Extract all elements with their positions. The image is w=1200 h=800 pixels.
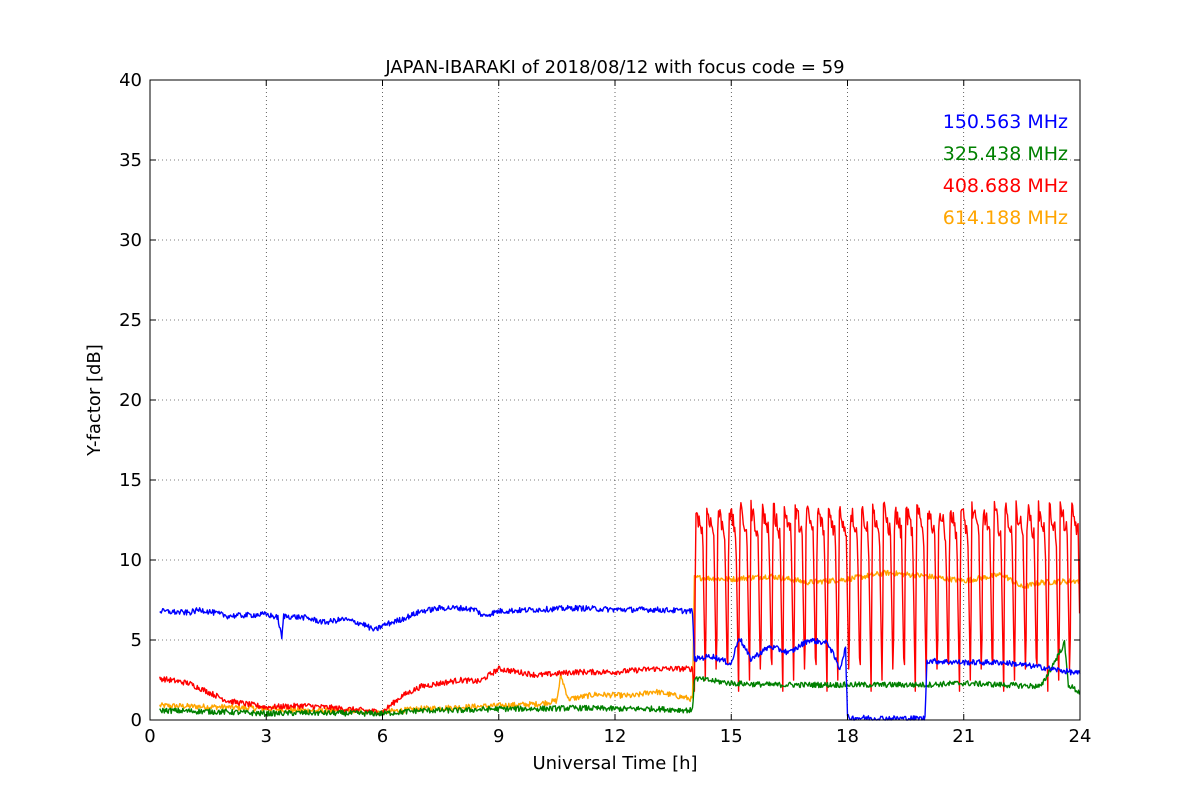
y-tick-label: 30 <box>119 230 142 251</box>
series-layer <box>159 499 1081 721</box>
series-line-408688 <box>159 499 1081 716</box>
x-tick-label: 3 <box>261 726 272 747</box>
y-tick-label: 15 <box>119 470 142 491</box>
y-tick-label: 0 <box>131 710 142 731</box>
chart-title: JAPAN-IBARAKI of 2018/08/12 with focus c… <box>384 57 844 78</box>
y-tick-label: 10 <box>119 550 142 571</box>
y-tick-label: 35 <box>119 150 142 171</box>
grid <box>150 80 1080 720</box>
ticks: 0 3 6 9 12 15 18 21 24 0 5 10 15 20 25 30 35 40 <box>119 70 1091 747</box>
legend: 150.563 MHz 325.438 MHz 408.688 MHz 614.188… <box>943 111 1068 229</box>
y-tick-label: 40 <box>119 70 142 91</box>
y-tick-label: 5 <box>131 630 142 651</box>
x-tick-label: 9 <box>493 726 504 747</box>
legend-entry: 614.188 MHz <box>943 207 1068 229</box>
legend-entry: 408.688 MHz <box>943 175 1068 197</box>
series-line-614188 <box>159 569 1081 716</box>
x-tick-label: 21 <box>952 726 975 747</box>
legend-entry: 150.563 MHz <box>943 111 1068 133</box>
x-tick-label: 18 <box>836 726 859 747</box>
y-tick-label: 20 <box>119 390 142 411</box>
legend-entry: 325.438 MHz <box>943 143 1068 165</box>
y-axis-label: Y-factor [dB] <box>84 344 105 457</box>
x-tick-label: 15 <box>720 726 743 747</box>
x-tick-label: 24 <box>1069 726 1092 747</box>
x-tick-label: 6 <box>377 726 388 747</box>
series-line-150563 <box>159 604 1081 721</box>
x-tick-label: 12 <box>604 726 627 747</box>
x-tick-label: 0 <box>144 726 155 747</box>
y-tick-label: 25 <box>119 310 142 331</box>
x-axis-label: Universal Time [h] <box>532 753 697 774</box>
